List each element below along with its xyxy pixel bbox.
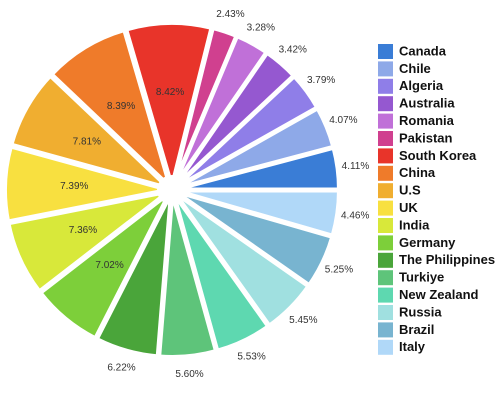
legend-label: Turkiye: [399, 270, 444, 285]
legend-label: China: [399, 165, 436, 180]
legend-swatch: [378, 148, 393, 164]
value-label: 4.46%: [341, 210, 369, 221]
value-label: 4.07%: [329, 115, 357, 126]
legend-swatch: [378, 61, 393, 77]
value-label: 3.42%: [279, 44, 307, 55]
legend-label: Russia: [399, 304, 442, 319]
value-label: 7.36%: [69, 225, 97, 236]
legend-label: The Philippines: [399, 252, 495, 267]
legend-label: UK: [399, 200, 418, 215]
value-label: 8.42%: [156, 87, 184, 98]
value-label: 7.02%: [95, 260, 123, 271]
legend-label: Germany: [399, 235, 456, 250]
value-label: 5.25%: [325, 264, 353, 275]
legend-swatch: [378, 44, 393, 59]
value-label: 4.11%: [342, 161, 370, 172]
legend-label: India: [399, 217, 430, 232]
value-label: 5.45%: [289, 315, 317, 326]
legend-swatch: [378, 113, 393, 129]
legend-label: Algeria: [399, 78, 444, 93]
legend-swatch: [378, 270, 393, 286]
legend-swatch: [378, 131, 393, 146]
legend-swatch: [378, 218, 393, 233]
value-label: 7.39%: [60, 181, 88, 192]
legend-swatch: [378, 78, 393, 94]
legend-swatch: [378, 252, 393, 268]
legend-label: Chile: [399, 61, 431, 76]
legend-label: Canada: [399, 43, 447, 58]
value-label: 3.79%: [307, 75, 335, 86]
value-label: 5.53%: [237, 352, 265, 363]
legend-label: Brazil: [399, 322, 434, 337]
value-label: 3.28%: [247, 22, 275, 33]
legend-swatch: [378, 200, 393, 216]
legend-swatch: [378, 305, 393, 320]
legend-swatch: [378, 96, 393, 112]
legend-swatch: [378, 235, 393, 251]
legend-swatch: [378, 165, 393, 181]
pie-slice: [123, 21, 214, 194]
value-label: 5.60%: [175, 369, 203, 380]
pie-slice: [175, 188, 341, 239]
legend-swatch: [378, 183, 393, 199]
legend-swatch: [378, 287, 393, 303]
value-label: 2.43%: [216, 9, 244, 20]
legend-label: Pakistan: [399, 130, 453, 145]
legend-label: Romania: [399, 113, 455, 128]
legend-swatch: [378, 339, 393, 355]
legend-label: South Korea: [399, 148, 477, 163]
value-label: 8.39%: [107, 101, 135, 112]
legend-swatch: [378, 322, 393, 338]
value-label: 6.22%: [107, 363, 135, 374]
legend-label: Australia: [399, 96, 455, 111]
legend-label: New Zealand: [399, 287, 479, 302]
pie-hole: [157, 175, 187, 205]
legend-label: U.S: [399, 183, 421, 198]
pie-slice: [48, 27, 174, 194]
legend-label: Italy: [399, 339, 426, 354]
value-label: 7.81%: [73, 137, 101, 148]
